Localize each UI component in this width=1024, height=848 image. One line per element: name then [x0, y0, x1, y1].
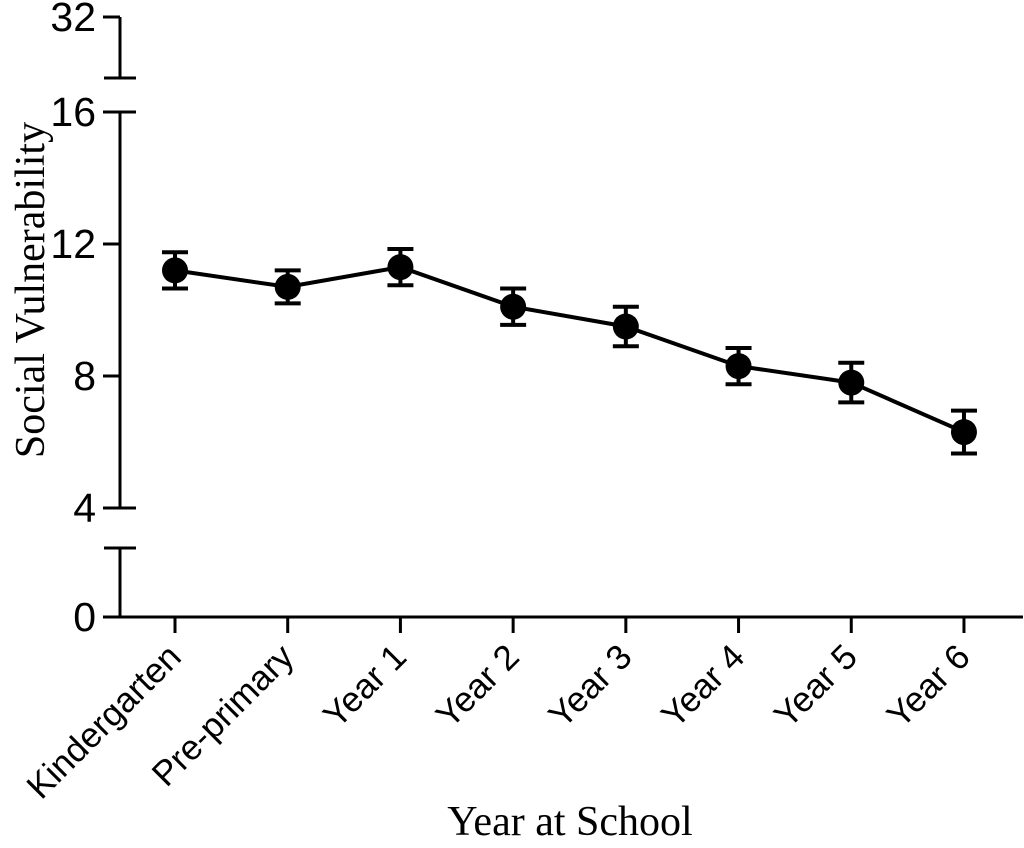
y-tick-label: 0 — [73, 594, 96, 640]
data-point — [162, 257, 188, 284]
data-point — [612, 313, 639, 340]
data-point — [950, 419, 977, 446]
y-tick-label: 4 — [73, 485, 96, 531]
y-tick-label: 32 — [50, 0, 96, 40]
data-point — [387, 254, 414, 281]
y-tick-label: 8 — [73, 353, 96, 399]
data-point — [500, 293, 527, 320]
y-tick-label: 12 — [50, 221, 96, 267]
x-tick-label: Year 1 — [316, 637, 414, 735]
x-tick-label: Year 2 — [429, 637, 527, 735]
data-line — [174, 265, 965, 434]
x-tick-label: Year 4 — [654, 637, 752, 735]
x-axis-title: Year at School — [447, 799, 692, 843]
data-point — [274, 273, 301, 300]
x-tick-label: Year 6 — [879, 637, 977, 735]
x-tick-label: Year 3 — [541, 637, 639, 735]
x-tick-label: Year 5 — [767, 637, 865, 735]
y-tick-label: 16 — [50, 89, 96, 135]
data-series — [162, 246, 977, 456]
data-point — [838, 369, 865, 396]
y-axis-title: Social Vulnerability — [8, 122, 54, 458]
data-point — [725, 353, 752, 380]
